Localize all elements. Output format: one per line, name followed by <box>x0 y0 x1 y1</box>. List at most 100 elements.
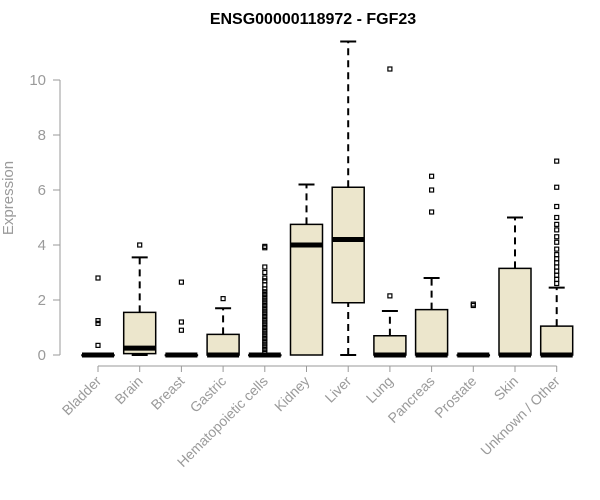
outlier-point <box>262 344 268 350</box>
outlier-point <box>554 203 560 210</box>
outlier-point <box>220 296 226 302</box>
outlier-point <box>470 301 476 307</box>
y-axis-label: Expression <box>0 161 17 235</box>
outlier-point <box>262 313 268 320</box>
outlier-point <box>262 264 268 270</box>
outlier-point <box>262 316 268 322</box>
x-tick-label: Unknown / Other <box>477 373 563 459</box>
outlier-point <box>554 256 560 262</box>
box-group <box>456 301 491 358</box>
outlier-point <box>95 275 101 281</box>
x-tick-label: Brain <box>111 373 145 407</box>
y-tick-label: 4 <box>38 237 46 254</box>
box-iqr <box>331 186 365 304</box>
x-tick-label: Lung <box>363 373 396 406</box>
outlier-point <box>95 318 101 324</box>
outlier-point <box>554 272 560 278</box>
box-group <box>164 279 199 358</box>
outlier-point <box>262 346 268 353</box>
outlier-point <box>470 302 476 309</box>
outlier-point <box>262 243 268 249</box>
outlier-point <box>554 260 560 266</box>
outlier-point <box>262 275 268 281</box>
outlier-point <box>554 158 560 164</box>
outlier-point <box>262 282 268 288</box>
outlier-point <box>262 333 268 339</box>
y-tick-label: 2 <box>38 292 46 309</box>
box-iqr <box>498 267 532 356</box>
outlier-point <box>554 276 560 282</box>
outlier-point <box>137 242 143 248</box>
outlier-point <box>262 324 268 331</box>
outlier-point <box>387 293 393 299</box>
box-group <box>122 242 157 356</box>
outlier-point <box>554 252 560 258</box>
outlier-point <box>262 300 268 306</box>
outlier-point <box>262 311 268 317</box>
outlier-point <box>262 289 268 295</box>
outlier-point <box>262 291 268 298</box>
box-group <box>498 216 532 358</box>
x-tick-label: Bladder <box>59 373 105 419</box>
outlier-point <box>429 187 435 193</box>
box-group <box>206 296 240 358</box>
outlier-point <box>554 246 560 252</box>
box-group <box>81 275 115 358</box>
y-tick-label: 10 <box>29 72 46 89</box>
outlier-point <box>262 245 268 251</box>
box-iqr <box>414 308 449 356</box>
outlier-point <box>262 330 268 336</box>
outlier-point <box>554 227 560 233</box>
outlier-point <box>554 221 560 227</box>
outlier-point <box>262 319 268 325</box>
box-group <box>373 66 407 358</box>
x-tick-label: Liver <box>322 373 355 406</box>
box-iqr <box>206 333 240 356</box>
box-group <box>289 183 324 356</box>
outlier-point <box>262 327 268 333</box>
outlier-point <box>262 341 268 347</box>
x-tick-label: Kidney <box>271 373 313 415</box>
outlier-point <box>262 305 268 311</box>
outlier-point <box>262 338 268 344</box>
outlier-point <box>95 342 101 348</box>
outlier-point <box>262 278 268 284</box>
outlier-point <box>262 308 268 314</box>
outlier-point <box>262 349 268 355</box>
outlier-point <box>554 268 560 274</box>
chart-title: ENSG00000118972 - FGF23 <box>210 11 416 28</box>
outlier-point <box>554 264 560 270</box>
outlier-point <box>262 294 268 300</box>
x-tick-label: Prostate <box>431 373 479 421</box>
y-tick-label: 0 <box>38 347 46 364</box>
y-axis: 0 2 4 6 8 10 <box>29 72 61 364</box>
x-tick-label: Breast <box>148 373 188 413</box>
outlier-point <box>554 280 560 287</box>
outlier-point <box>554 214 560 221</box>
y-tick-label: 8 <box>38 127 46 144</box>
box-group <box>414 173 449 358</box>
outlier-point <box>262 335 268 342</box>
box-iqr <box>373 335 407 356</box>
outlier-point <box>429 173 435 179</box>
x-tick-label: Skin <box>491 373 522 404</box>
box-iqr <box>539 325 574 356</box>
box-group <box>539 158 574 358</box>
outlier-point <box>387 66 393 72</box>
outlier-point <box>554 184 560 190</box>
outlier-point <box>262 269 268 276</box>
outlier-point <box>554 239 560 245</box>
outlier-point <box>262 286 268 292</box>
outlier-point <box>178 319 184 325</box>
outlier-point <box>262 322 268 328</box>
outlier-point <box>262 302 268 309</box>
outlier-point <box>429 209 435 215</box>
outlier-point <box>262 297 268 303</box>
box-group <box>331 40 365 356</box>
box-group <box>248 243 282 358</box>
outlier-point <box>178 279 184 285</box>
y-tick-label: 6 <box>38 182 46 199</box>
outlier-point <box>554 234 560 240</box>
